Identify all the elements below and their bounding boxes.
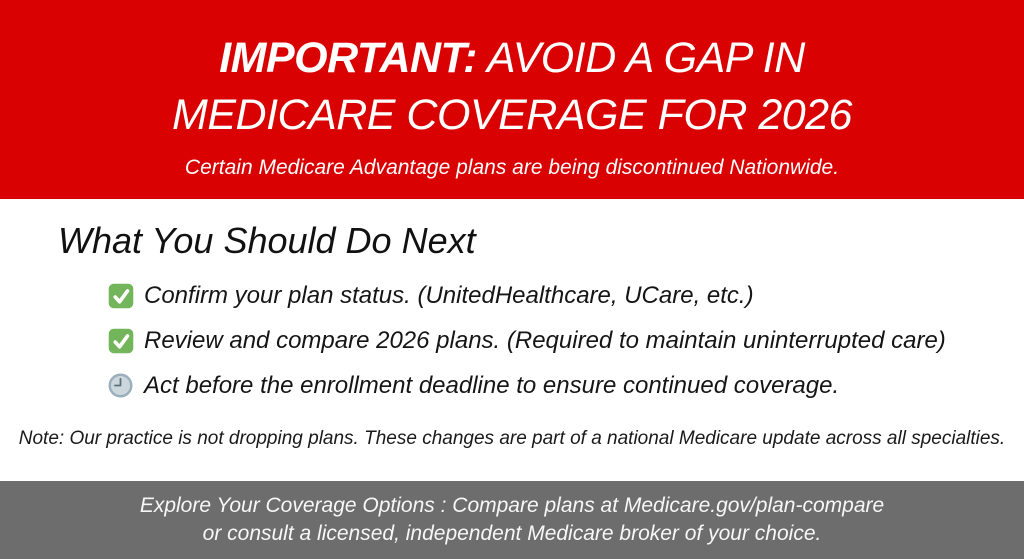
banner-title-line2: MEDICARE COVERAGE FOR 2026 bbox=[172, 91, 852, 139]
action-checklist: Confirm your plan status. (UnitedHealthc… bbox=[108, 282, 1024, 400]
checklist-item: Confirm your plan status. (UnitedHealthc… bbox=[108, 282, 1024, 310]
banner-title-rest: AVOID A GAP IN bbox=[486, 34, 805, 82]
footer-line1: Explore Your Coverage Options : Compare … bbox=[139, 494, 885, 517]
checklist-item: Act before the enrollment deadline to en… bbox=[108, 372, 1024, 400]
content-section: What You Should Do Next Confirm your pla… bbox=[0, 199, 1024, 481]
checklist-item-text: Act before the enrollment deadline to en… bbox=[144, 372, 840, 399]
green-checkbox-icon bbox=[108, 328, 134, 354]
footer-bar: Explore Your Coverage Options : Compare … bbox=[0, 481, 1024, 559]
clock-icon bbox=[108, 373, 134, 399]
checklist-item-text: Confirm your plan status. (UnitedHealthc… bbox=[144, 282, 754, 309]
banner-subtitle: Certain Medicare Advantage plans are bei… bbox=[184, 156, 840, 179]
section-heading: What You Should Do Next bbox=[58, 220, 476, 261]
alert-banner: IMPORTANT: AVOID A GAP IN MEDICARE COVER… bbox=[0, 0, 1024, 199]
checklist-item: Review and compare 2026 plans. (Required… bbox=[108, 327, 1024, 355]
practice-note: Note: Our practice is not dropping plans… bbox=[18, 428, 1006, 449]
banner-title: IMPORTANT: AVOID A GAP IN MEDICARE COVER… bbox=[0, 0, 1024, 144]
banner-title-emphasis: IMPORTANT: bbox=[219, 34, 477, 82]
green-checkbox-icon bbox=[108, 283, 134, 309]
footer-line2: or consult a licensed, independent Medic… bbox=[202, 522, 822, 545]
checklist-item-text: Review and compare 2026 plans. (Required… bbox=[144, 327, 946, 354]
